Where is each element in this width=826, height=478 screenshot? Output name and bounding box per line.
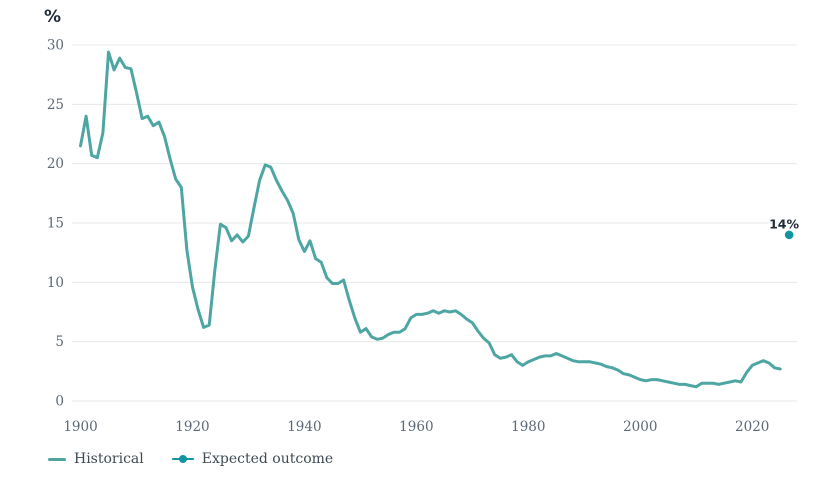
y-axis-tick-label: 0 [55, 394, 64, 410]
legend-item-expected-outcome: Expected outcome [171, 451, 334, 467]
x-axis-tick-label: 1920 [175, 419, 209, 435]
expected-outcome-value-label: 14% [769, 216, 799, 231]
y-axis-tick-label: 30 [47, 38, 64, 54]
historical-line [79, 50, 782, 389]
y-axis-unit-label: % [44, 7, 62, 27]
expected-outcome-dot [784, 230, 794, 240]
y-axis-tick-label: 25 [47, 97, 64, 113]
legend-label-expected-outcome: Expected outcome [201, 451, 334, 467]
expected-swatch-dot-icon [178, 455, 187, 463]
x-axis-tick-label: 2020 [735, 419, 769, 435]
expected-outcome-swatch-icon [171, 455, 194, 464]
x-axis-tick-label: 1980 [511, 419, 545, 435]
historical-line-swatch-icon [48, 457, 66, 461]
y-axis-tick-label: 20 [47, 156, 64, 172]
x-axis-tick-label: 1960 [399, 419, 433, 435]
y-axis-tick-label: 5 [55, 334, 64, 350]
tariff-rate-line-chart: 0 5 10 15 20 25 30 1900 1920 1940 1960 1980 2000 2020… [47, 38, 800, 436]
x-axis-tick-label: 2000 [623, 419, 657, 435]
legend: Historical Expected outcome [48, 451, 361, 467]
legend-item-historical: Historical [48, 451, 144, 467]
y-axis-tick-label: 15 [47, 216, 64, 232]
x-axis-tick-label: 1940 [287, 419, 321, 435]
x-axis-tick-label: 1900 [63, 419, 97, 435]
y-axis-tick-label: 10 [47, 275, 64, 291]
legend-label-historical: Historical [74, 451, 144, 467]
